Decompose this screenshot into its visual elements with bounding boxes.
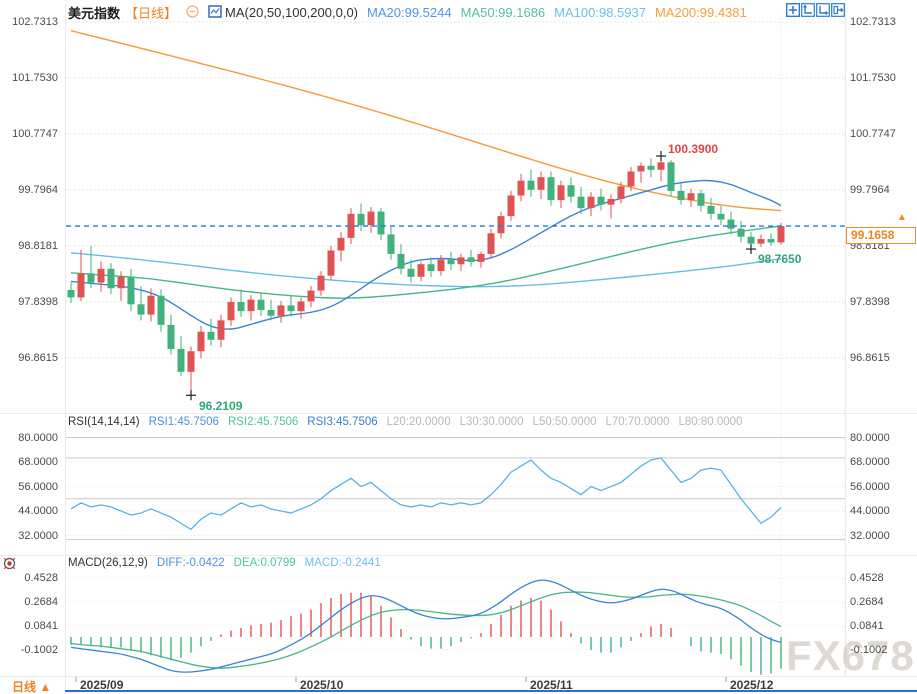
main-axis-label-left: 100.7747 <box>12 128 58 140</box>
indicator-chart-icon[interactable] <box>208 4 222 21</box>
rsi-settings-label: RSI(14,14,14) <box>68 416 140 428</box>
period-up-arrow-icon: ▲ <box>39 680 52 694</box>
watermark: FX678 <box>786 632 915 679</box>
macd-plot[interactable] <box>70 579 782 675</box>
main-axis-label-right: 99.7964 <box>850 184 890 196</box>
ma200-value: MA200:99.4381 <box>654 5 747 20</box>
current-price-tag: 99.1658 <box>846 227 916 245</box>
rsi-axis-label-left: 32.0000 <box>18 529 58 542</box>
main-axis-label-left: 102.7313 <box>12 16 58 28</box>
macd-settings-label: MACD(26,12,9) <box>68 557 148 569</box>
macd-axis-label-right: 0.4528 <box>850 572 884 585</box>
pan-right-icon[interactable] <box>831 3 845 17</box>
main-axis-label-right: 101.7530 <box>850 72 896 84</box>
rsi-axis-label-right: 32.0000 <box>850 529 890 542</box>
rsi-l30-label: L30:30.0000 <box>459 416 524 428</box>
rsi-axis-label-right: 56.0000 <box>850 480 890 493</box>
macd-grid[interactable] <box>66 577 845 651</box>
diff-value: DIFF:-0.0422 <box>156 557 225 569</box>
main-axis-label-left: 96.8615 <box>18 352 58 364</box>
main-axis-label-right: 96.8615 <box>850 352 890 364</box>
rsi-axis-label-right: 68.0000 <box>850 456 890 468</box>
rsi-line[interactable] <box>70 457 782 531</box>
main-axis-label-right: 100.7747 <box>850 128 896 140</box>
macd-axis-label-left: 0.0841 <box>24 620 58 633</box>
main-axis-label-right: 102.7313 <box>850 16 896 28</box>
ma100-value: MA100:98.5937 <box>554 5 646 20</box>
ma20-value: MA20:99.5244 <box>367 5 452 20</box>
rsi3-value: RSI3:45.7506 <box>307 416 378 428</box>
main-axis-label-left: 97.8398 <box>18 296 58 308</box>
macd-panel-divider <box>0 555 917 556</box>
axis-scale-left-icon[interactable] <box>801 3 815 17</box>
rsi-axis-label-left: 56.0000 <box>18 480 58 493</box>
instrument-title: 美元指数 <box>68 6 121 21</box>
date-label: 2025/12 <box>730 678 774 692</box>
time-axis-divider <box>0 676 917 677</box>
sep_low-price-label: 96.2109 <box>199 399 243 414</box>
macd-axis-label-left: 0.4528 <box>24 572 58 585</box>
macd-axis-label-left: 0.2684 <box>24 596 58 609</box>
main-axis-label-left: 101.7530 <box>12 72 58 84</box>
rsi-l20-label: L20:20.0000 <box>386 416 451 428</box>
collapse-circle-icon[interactable] <box>186 4 199 21</box>
period-tag: 【日线】 <box>125 6 178 21</box>
rsi-l80-label: L80:80.0000 <box>678 416 743 428</box>
macd-axis-label-right: 0.0841 <box>850 620 884 633</box>
rsi-axis-label-right: 80.0000 <box>850 431 890 444</box>
rsi-axis-label-left: 44.0000 <box>18 505 58 517</box>
rsi1-value: RSI1:45.7506 <box>148 416 219 428</box>
ma50-value: MA50:99.1686 <box>460 5 546 20</box>
rsi2-value: RSI2:45.7506 <box>227 416 299 428</box>
period-selector-label: 日线 <box>12 680 37 694</box>
macd-value: MACD:-0.2441 <box>304 557 381 569</box>
main-chart-header: 美元指数 【日线】 MA(20,50,100,200,0,0) MA20:99.… <box>68 3 747 22</box>
macd-axis-label-left: -0.1002 <box>20 644 58 657</box>
price-up-arrow-icon: ▲ <box>897 212 907 224</box>
rsi-l50-label: L50:50.0000 <box>532 416 597 428</box>
rsi-panel-header: RSI(14,14,14) RSI1:45.7506 RSI2:45.7506 … <box>68 416 742 428</box>
rsi-axis-label-left: 80.0000 <box>18 431 58 444</box>
move-crosshair-icon[interactable] <box>785 2 801 18</box>
loaded-range-bar[interactable] <box>65 690 917 692</box>
date-label: 2025/11 <box>530 678 573 692</box>
main-axis-label-left: 98.8181 <box>18 240 58 252</box>
main-grid[interactable] <box>66 21 845 359</box>
main-axis-label-right: 97.8398 <box>850 296 890 308</box>
date-label: 2025/10 <box>300 678 344 692</box>
macd-axis-label-right: -0.1002 <box>850 644 888 657</box>
candlesticks[interactable] <box>67 156 785 396</box>
left-axis-border <box>65 0 66 694</box>
ma-settings-label: MA(20,50,100,200,0,0) <box>225 5 359 20</box>
macd-panel-header: MACD(26,12,9) DIFF:-0.0422 DEA:0.0799 MA… <box>68 557 381 569</box>
axis-scale-right-icon[interactable] <box>816 3 830 17</box>
rsi-l70-label: L70:70.0000 <box>605 416 670 428</box>
high-price-label: 100.3900 <box>668 142 719 157</box>
dea-value: DEA:0.0799 <box>233 557 296 569</box>
date-label: 2025/09 <box>80 678 124 692</box>
period-selector[interactable]: 日线 ▲ <box>12 678 51 694</box>
low-price-label: 98.7650 <box>758 252 802 267</box>
rsi-panel-divider <box>0 413 917 414</box>
macd-axis-label-right: 0.2684 <box>850 596 884 609</box>
right-axis-border <box>845 0 846 676</box>
main-axis-label-left: 99.7964 <box>18 184 58 196</box>
rsi-axis-label-left: 68.0000 <box>18 456 58 468</box>
indicator-settings-icon[interactable] <box>2 556 17 576</box>
rsi-grid[interactable] <box>66 437 845 541</box>
rsi-axis-label-right: 44.0000 <box>850 505 890 517</box>
